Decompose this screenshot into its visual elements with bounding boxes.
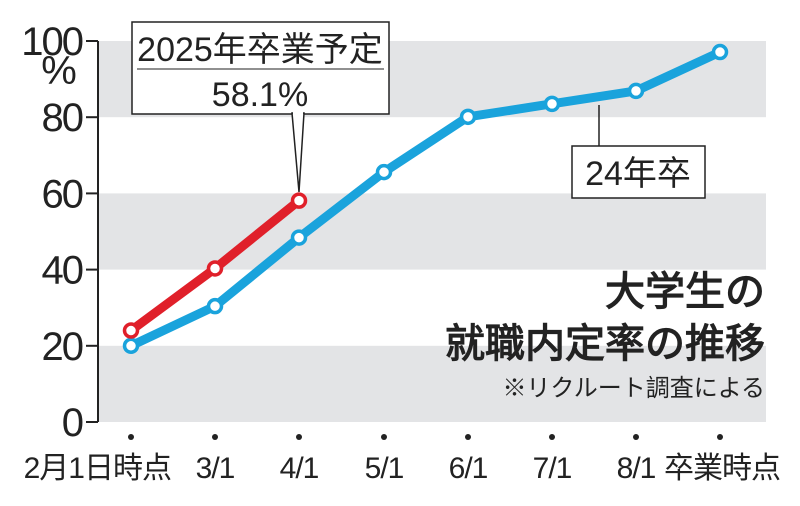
y-tick-labels: 0 20 40 60 80 100 — [21, 20, 98, 445]
callout-24-box — [571, 145, 706, 199]
x-tick-labels: 2月1日時点 3/1 4/1 5/1 6/1 7/1 8/1 卒業時点 — [24, 452, 781, 485]
y-tick-label: 60 — [42, 172, 83, 216]
callout-2025-title: 2025年卒業予定 — [137, 31, 383, 69]
callout-2025-value: 58.1% — [212, 76, 308, 114]
x-tick-label: 4/1 — [280, 452, 319, 485]
series-line-1 — [126, 47, 725, 351]
callout-2025-pointer-mask — [293, 110, 303, 115]
data-point-marker — [290, 192, 308, 209]
y-tick-label: 0 — [62, 401, 83, 445]
x-tick-label: 7/1 — [533, 452, 572, 485]
callout-2025: 2025年卒業予定 58.1% — [131, 21, 390, 193]
x-tick-dot — [717, 434, 723, 440]
data-point-marker — [375, 163, 393, 181]
data-point-marker — [627, 82, 645, 100]
grid-band — [98, 193, 766, 270]
data-point-marker — [122, 337, 140, 355]
data-point-marker — [711, 43, 729, 61]
x-tick-dots — [128, 434, 723, 440]
chart-title-line1: 大学生の — [605, 269, 765, 315]
x-tick-dot — [465, 434, 471, 440]
callout-24-label: 24年卒 — [585, 155, 691, 193]
source-note: ※リクルート調査による — [502, 374, 765, 402]
data-point-marker — [459, 108, 477, 126]
grid-band — [98, 345, 766, 422]
x-tick-dot — [296, 434, 302, 440]
x-tick-dot — [212, 434, 218, 440]
x-tick-dot — [128, 434, 134, 440]
data-point-marker — [290, 229, 308, 246]
x-tick-dot — [633, 434, 639, 440]
data-point-marker — [543, 95, 561, 113]
x-tick-dot — [549, 434, 555, 440]
data-point-marker — [206, 297, 224, 315]
y-tick-label: 80 — [42, 96, 83, 140]
x-tick-label: 2月1日時点 — [24, 452, 171, 485]
y-tick-label: 100 — [21, 20, 82, 64]
chart-title-line2: 就職内定率の推移 — [445, 321, 765, 367]
callout-24: 24年卒 — [571, 105, 706, 199]
x-tick-label: 5/1 — [365, 452, 404, 485]
x-tick-label: 8/1 — [617, 452, 656, 485]
x-tick-dot — [381, 434, 387, 440]
callout-2025-pointer — [291, 112, 305, 193]
callout-2025-box — [131, 21, 390, 115]
y-tick-label: 20 — [42, 325, 83, 369]
data-point-marker — [122, 322, 140, 339]
y-unit-label: % — [41, 49, 76, 93]
x-tick-label: 3/1 — [196, 452, 235, 485]
data-point-marker — [206, 260, 224, 277]
y-tick-label: 40 — [42, 249, 83, 293]
series-lines — [122, 43, 729, 355]
x-tick-label: 卒業時点 — [664, 452, 780, 485]
x-tick-label: 6/1 — [449, 452, 488, 485]
